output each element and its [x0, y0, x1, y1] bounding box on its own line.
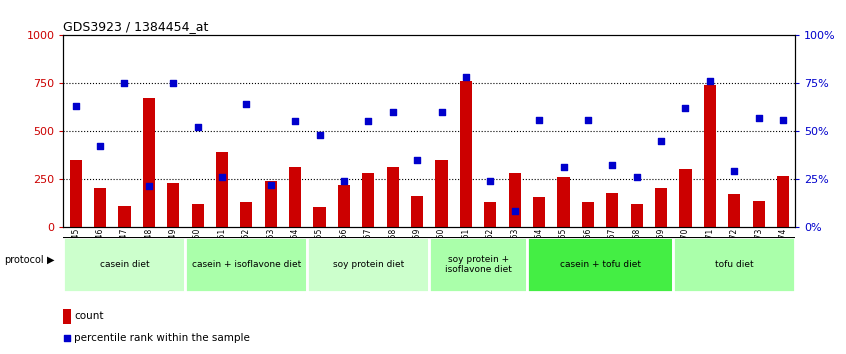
Point: [435, 109, 448, 115]
Point: [654, 138, 667, 143]
Point: [532, 117, 546, 122]
Point: [678, 105, 692, 111]
Point: [60, 335, 74, 341]
Bar: [63, 309, 71, 324]
Point: [777, 117, 790, 122]
Bar: [63, 237, 185, 292]
Bar: [191, 204, 204, 227]
Bar: [728, 194, 740, 227]
Bar: [527, 237, 673, 292]
Bar: [679, 169, 691, 227]
Point: [313, 132, 327, 138]
Point: [167, 80, 180, 86]
Point: [484, 178, 497, 183]
Point: [630, 174, 644, 180]
Text: count: count: [74, 311, 103, 321]
Point: [93, 143, 107, 149]
Bar: [753, 201, 765, 227]
Point: [606, 162, 619, 168]
Bar: [429, 237, 527, 292]
Point: [581, 117, 595, 122]
Bar: [69, 160, 82, 227]
Bar: [168, 183, 179, 227]
Point: [69, 103, 82, 109]
Bar: [387, 167, 398, 227]
Bar: [185, 237, 307, 292]
Bar: [508, 173, 521, 227]
Bar: [143, 98, 155, 227]
Point: [508, 209, 521, 214]
Point: [410, 157, 424, 162]
Point: [703, 79, 717, 84]
Text: protocol: protocol: [4, 255, 44, 265]
Bar: [307, 237, 429, 292]
Bar: [460, 81, 472, 227]
Text: casein diet: casein diet: [100, 260, 149, 269]
Text: GDS3923 / 1384454_at: GDS3923 / 1384454_at: [63, 20, 209, 33]
Point: [215, 174, 228, 180]
Point: [386, 109, 399, 115]
Bar: [777, 176, 789, 227]
Bar: [704, 85, 716, 227]
Point: [191, 124, 205, 130]
Bar: [436, 160, 448, 227]
Point: [118, 80, 131, 86]
Bar: [533, 197, 545, 227]
Bar: [94, 188, 106, 227]
Bar: [607, 193, 618, 227]
Text: ▶: ▶: [47, 255, 54, 265]
Point: [288, 119, 302, 124]
Point: [752, 115, 766, 120]
Point: [459, 75, 473, 80]
Point: [728, 168, 741, 174]
Point: [142, 184, 156, 189]
Point: [239, 101, 253, 107]
Text: soy protein +
isoflavone diet: soy protein + isoflavone diet: [445, 255, 512, 274]
Bar: [655, 188, 667, 227]
Point: [557, 165, 570, 170]
Bar: [314, 207, 326, 227]
Point: [361, 119, 375, 124]
Point: [338, 178, 351, 183]
Bar: [558, 177, 569, 227]
Bar: [582, 202, 594, 227]
Bar: [362, 173, 375, 227]
Bar: [216, 152, 228, 227]
Text: casein + isoflavone diet: casein + isoflavone diet: [192, 260, 301, 269]
Text: casein + tofu diet: casein + tofu diet: [559, 260, 640, 269]
Bar: [630, 204, 643, 227]
Bar: [411, 196, 423, 227]
Bar: [484, 202, 497, 227]
Bar: [265, 181, 277, 227]
Text: tofu diet: tofu diet: [715, 260, 754, 269]
Bar: [338, 184, 350, 227]
Text: soy protein diet: soy protein diet: [332, 260, 404, 269]
Bar: [240, 202, 252, 227]
Text: percentile rank within the sample: percentile rank within the sample: [74, 332, 250, 343]
Bar: [673, 237, 795, 292]
Bar: [289, 167, 301, 227]
Bar: [118, 206, 130, 227]
Point: [264, 182, 277, 187]
